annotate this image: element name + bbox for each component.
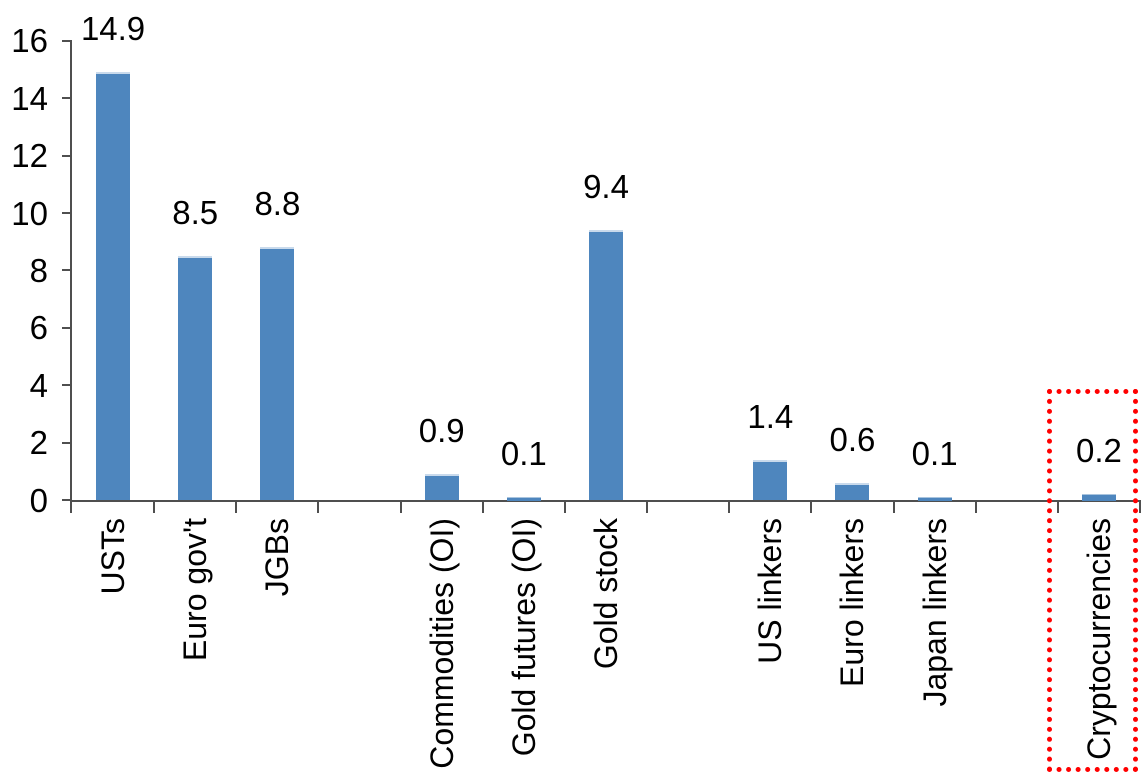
bar-value-label: 0.1 xyxy=(911,435,958,473)
y-tick-label: 10 xyxy=(11,194,48,232)
category-label: Gold stock xyxy=(588,518,624,670)
x-tick xyxy=(481,500,484,513)
y-tick xyxy=(62,441,72,444)
y-tick xyxy=(62,499,72,501)
y-tick-label: 16 xyxy=(11,22,48,60)
x-tick xyxy=(810,500,813,513)
bar-9 xyxy=(835,482,870,500)
bar-4 xyxy=(424,474,459,500)
y-tick-label: 6 xyxy=(29,309,48,347)
x-tick xyxy=(974,500,977,513)
y-tick xyxy=(62,269,72,272)
bar-value-label: 1.4 xyxy=(747,397,794,435)
x-tick xyxy=(317,500,320,513)
category-label: Cryptocurrencies xyxy=(1080,518,1117,760)
y-tick-label: 8 xyxy=(29,251,48,289)
bar-value-label: 0.1 xyxy=(500,435,547,473)
x-tick xyxy=(1056,500,1059,513)
y-tick-label: 2 xyxy=(29,424,48,462)
x-axis-line xyxy=(70,500,1140,502)
bar-value-label: 14.9 xyxy=(80,10,146,48)
y-tick xyxy=(62,39,72,42)
y-tick xyxy=(62,212,72,214)
bar-value-label: 8.5 xyxy=(172,194,219,232)
x-tick xyxy=(399,500,402,513)
y-axis-line xyxy=(70,39,72,513)
bar-1 xyxy=(178,256,213,500)
bar-10 xyxy=(917,497,952,501)
x-tick xyxy=(1139,500,1141,513)
x-tick xyxy=(728,500,731,513)
bar-value-label: 8.8 xyxy=(254,185,301,223)
category-label: Euro gov't xyxy=(177,518,214,662)
category-label: Euro linkers xyxy=(834,518,871,687)
bar-value-label: 0.2 xyxy=(1075,432,1122,470)
bar-12 xyxy=(1081,494,1116,501)
y-tick xyxy=(62,384,72,387)
bar-0 xyxy=(96,72,131,500)
bar-value-label: 9.4 xyxy=(583,168,629,206)
bar-2 xyxy=(260,247,295,500)
bar-6 xyxy=(589,230,623,500)
bar-value-label: 0.6 xyxy=(829,420,876,458)
x-tick xyxy=(235,500,238,513)
y-tick-label: 12 xyxy=(11,137,48,175)
y-tick-label: 0 xyxy=(29,481,48,519)
category-label: Japan linkers xyxy=(916,518,953,707)
x-tick xyxy=(153,500,156,513)
y-tick xyxy=(62,97,72,100)
category-label: Gold futures (OI) xyxy=(505,518,542,757)
x-tick xyxy=(892,500,895,513)
category-label: JGBs xyxy=(259,518,296,597)
x-tick xyxy=(646,500,649,513)
category-label: USTs xyxy=(95,518,132,595)
bar-5 xyxy=(506,497,541,501)
y-tick-label: 14 xyxy=(11,79,48,117)
category-label: Commodities (OI) xyxy=(423,518,460,769)
x-tick xyxy=(563,500,566,513)
category-label: US linkers xyxy=(752,518,789,664)
y-tick xyxy=(62,154,72,157)
y-tick xyxy=(62,326,72,329)
y-tick-label: 4 xyxy=(29,366,48,404)
bar-8 xyxy=(753,459,788,500)
bar-value-label: 0.9 xyxy=(418,412,465,450)
